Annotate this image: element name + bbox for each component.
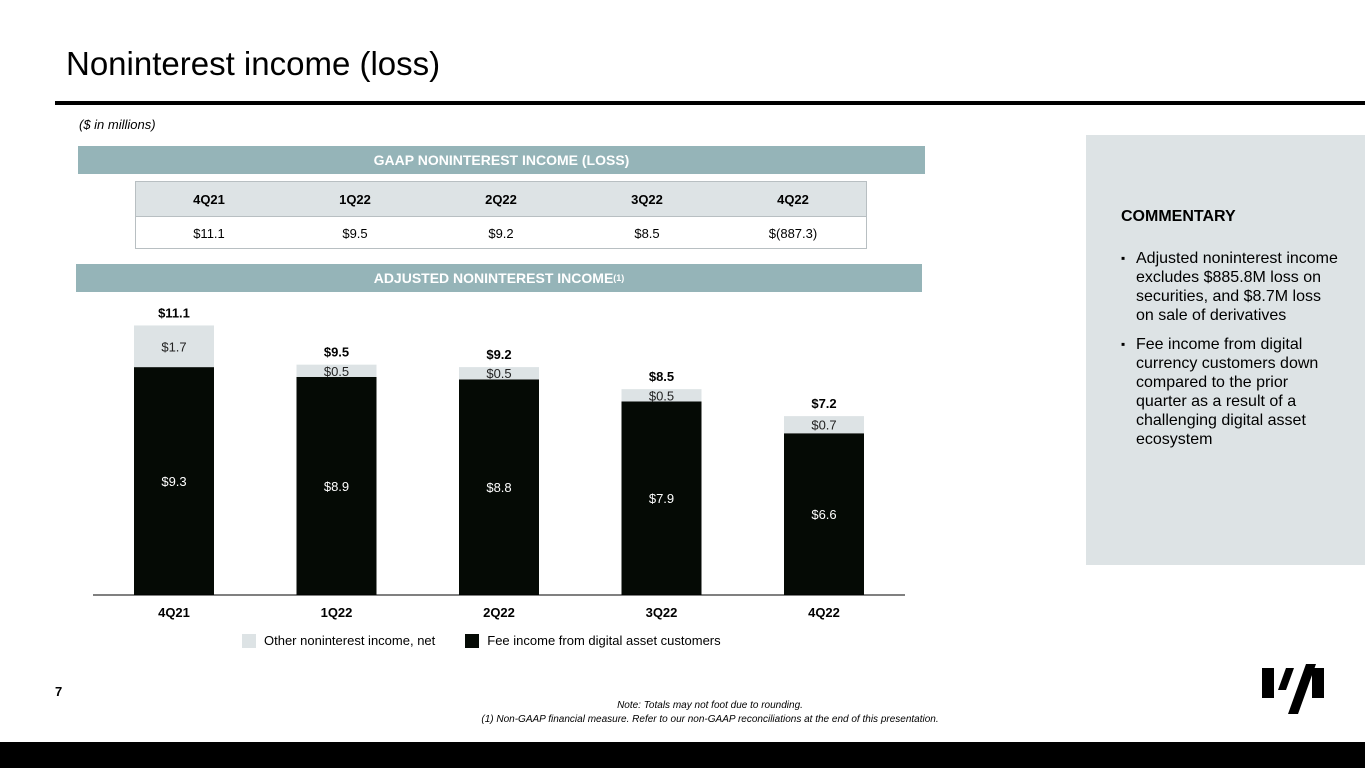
legend-swatch-fee (465, 633, 480, 648)
page-title: Noninterest income (loss) (66, 45, 441, 82)
bullet-text: Adjusted noninterest income excludes $88… (1136, 250, 1338, 324)
gaap-header-cell: 4Q21 (193, 191, 225, 207)
commentary-bullets: ▪ Adjusted noninterest income excludes $… (1121, 249, 1341, 459)
adjusted-band-label: ADJUSTED NONINTEREST INCOME (373, 270, 614, 286)
legend-item-fee: Fee income from digital asset customers (465, 633, 721, 648)
gaap-value-cell: $11.1 (193, 226, 225, 241)
legend-swatch-other (242, 633, 256, 648)
data-label-fee: $8.8 (486, 480, 511, 495)
non-gaap-note: (1) Non-GAAP financial measure. Refer to… (481, 714, 939, 725)
data-label-other: $0.5 (324, 364, 349, 379)
bar-other-income (621, 389, 702, 402)
bar-fee-income (296, 376, 377, 595)
bar-fee-income (784, 433, 864, 595)
title-divider (55, 101, 1365, 105)
adjusted-band-footnote: (1) (613, 273, 625, 283)
footnotes: Note: Totals may not foot due to roundin… (400, 699, 1020, 727)
data-label-fee: $6.6 (811, 507, 836, 522)
bar-other-income (296, 364, 377, 377)
data-label-total: $9.2 (486, 347, 511, 362)
x-tick-label: 2Q22 (483, 605, 515, 620)
data-label-total: $8.5 (649, 369, 674, 384)
company-logo-icon (1262, 664, 1324, 714)
bar-other-income (134, 325, 214, 368)
x-tick-label: 1Q22 (321, 605, 353, 620)
data-label-other: $1.7 (161, 339, 186, 354)
gaap-value-cell: $9.5 (342, 226, 368, 241)
gaap-header-cell: 3Q22 (631, 191, 663, 207)
gaap-header-cell: 4Q22 (777, 191, 809, 207)
bullet-text: Fee income from digital currency custome… (1136, 336, 1319, 448)
page-number: 7 (55, 684, 63, 699)
bar-other-income (459, 367, 539, 380)
legend-label-other: Other noninterest income, net (264, 633, 436, 648)
footer-bar (0, 742, 1365, 768)
legend-label-fee: Fee income from digital asset customers (487, 633, 721, 648)
rounding-note: Note: Totals may not foot due to roundin… (617, 700, 803, 711)
x-tick-label: 4Q21 (158, 605, 190, 620)
commentary-title: COMMENTARY (1121, 208, 1236, 225)
chart-legend: Other noninterest income, net Fee income… (242, 633, 751, 648)
data-label-fee: $9.3 (161, 474, 186, 489)
data-label-total: $9.5 (324, 345, 349, 360)
gaap-value-cell: $8.5 (634, 226, 660, 241)
gaap-header-row: 4Q21 1Q22 2Q22 3Q22 4Q22 (136, 182, 866, 217)
data-label-other: $0.7 (811, 418, 836, 433)
legend-item-other: Other noninterest income, net (242, 633, 435, 648)
gaap-header-cell: 2Q22 (485, 191, 517, 207)
data-label-total: $7.2 (811, 396, 836, 411)
stacked-bar-chart: $9.3 $1.7 $11.1 4Q21 $8.9 $0.5 $9.5 1Q22 $8.8 $0.… (93, 305, 905, 620)
commentary-panel: COMMENTARY ▪ Adjusted noninterest income… (1086, 135, 1365, 565)
gaap-table: 4Q21 1Q22 2Q22 3Q22 4Q22 $11.1 $9.5 $9.2… (135, 181, 867, 249)
commentary-bullet: ▪ Adjusted noninterest income excludes $… (1121, 249, 1341, 325)
data-label-fee: $8.9 (324, 479, 349, 494)
bar-other-income (784, 416, 864, 434)
commentary-bullet: ▪ Fee income from digital currency custo… (1121, 335, 1341, 449)
x-tick-label: 3Q22 (646, 605, 678, 620)
gaap-band-label: GAAP NONINTEREST INCOME (LOSS) (373, 152, 630, 168)
bar-fee-income (459, 379, 539, 595)
gaap-value-cell: $(887.3) (768, 226, 818, 241)
gaap-band: GAAP NONINTEREST INCOME (LOSS) (78, 146, 925, 174)
bullet-mark: ▪ (1121, 337, 1126, 351)
bullet-mark: ▪ (1121, 251, 1126, 265)
data-label-total: $11.1 (158, 305, 190, 320)
gaap-value-row: $11.1 $9.5 $9.2 $8.5 $(887.3) (136, 217, 866, 250)
units-note: ($ in millions) (79, 117, 156, 132)
data-label-other: $0.5 (486, 366, 511, 381)
bar-fee-income (134, 367, 214, 595)
gaap-header-cell: 1Q22 (339, 191, 371, 207)
data-label-fee: $7.9 (649, 491, 674, 506)
x-tick-label: 4Q22 (808, 605, 840, 620)
gaap-value-cell: $9.2 (488, 226, 514, 241)
bar-fee-income (621, 401, 702, 595)
data-label-other: $0.5 (649, 388, 674, 403)
adjusted-band: ADJUSTED NONINTEREST INCOME (1) (76, 264, 922, 292)
